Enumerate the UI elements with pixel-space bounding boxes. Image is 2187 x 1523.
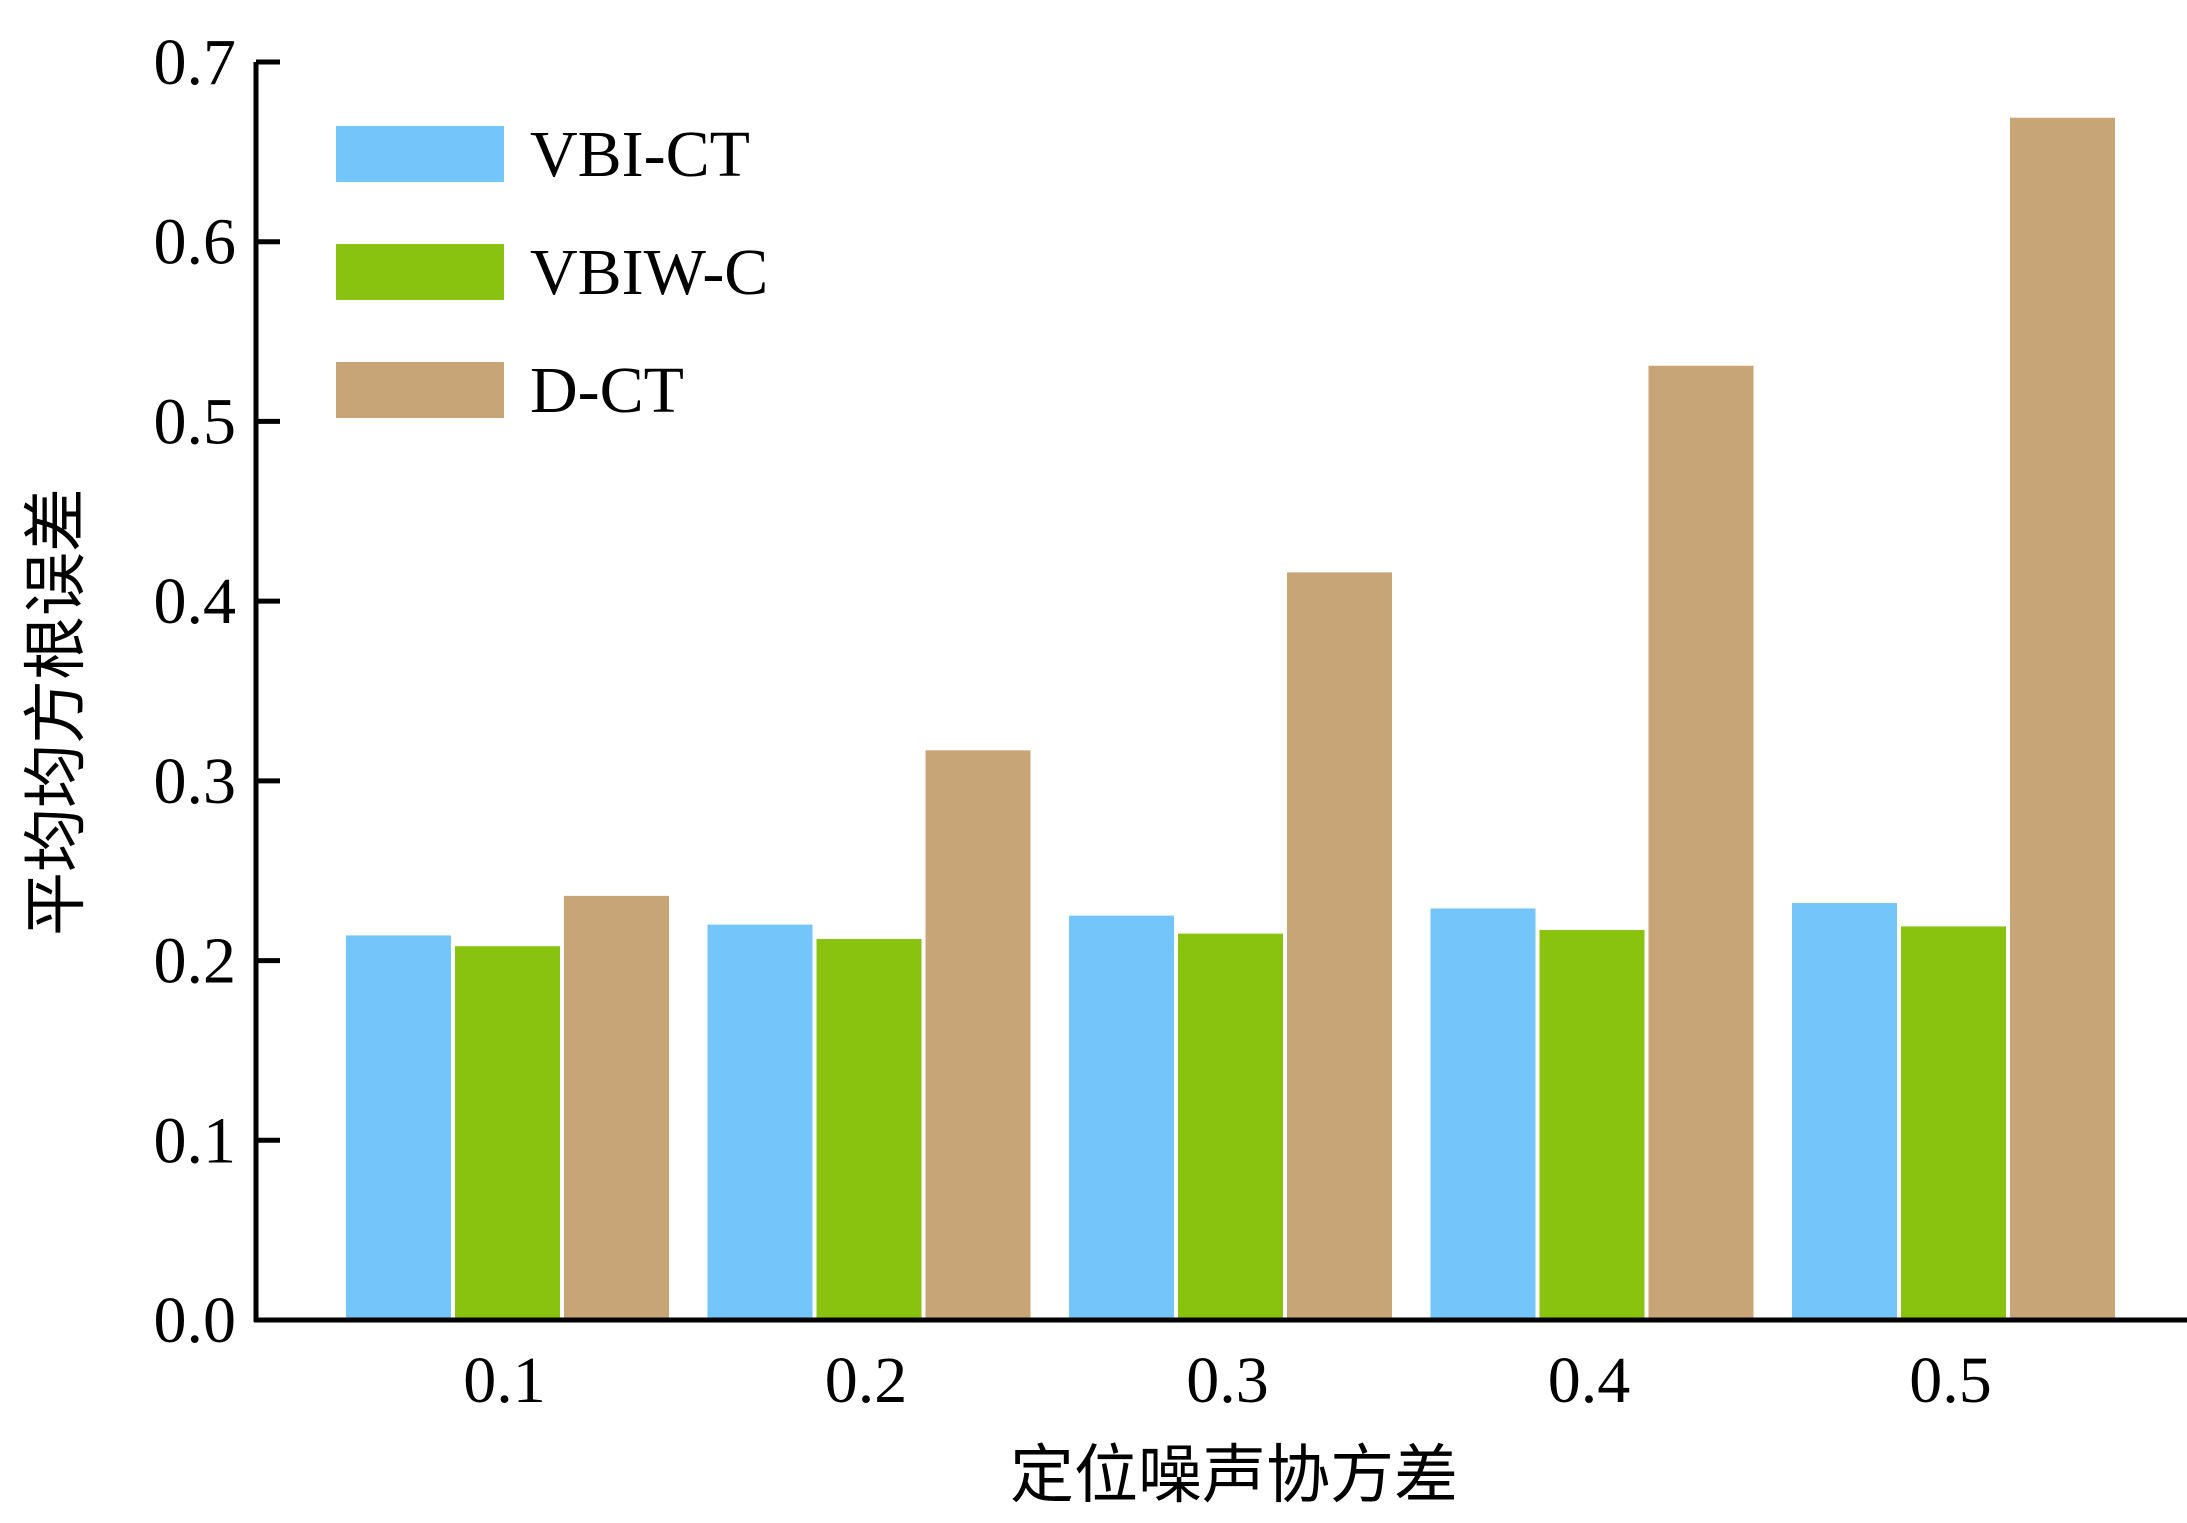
y-tick-label: 0.7 [154,26,237,99]
x-tick-label: 0.2 [825,1344,908,1417]
x-axis-title: 定位噪声协方差 [1010,1439,1458,1513]
legend-swatch-vbiw-c [336,244,504,300]
y-axis-ticks: 0.0 0.1 0.2 0.3 0.4 0.5 0.6 0.7 [154,26,280,1357]
bar-d-ct-0.1 [564,895,669,1320]
bar-d-ct-0.2 [925,750,1031,1320]
legend-label-vbiw-c: VBIW-C [530,236,768,309]
bars [346,117,2115,1320]
bar-vbiw-c-0.4 [1539,930,1645,1320]
y-tick-label: 0.2 [154,925,237,998]
bar-d-ct-0.4 [1648,365,1754,1320]
y-tick-label: 0.1 [154,1104,237,1177]
legend-swatch-vbi-ct [336,126,504,182]
bar-vbiw-c-0.5 [1901,926,2006,1320]
legend-label-vbi-ct: VBI-CT [530,118,750,191]
x-tick-label: 0.1 [463,1344,546,1417]
bar-vbi-ct-0.4 [1430,908,1536,1320]
bar-vbiw-c-0.3 [1178,933,1283,1320]
y-tick-label: 0.3 [154,745,237,818]
bar-d-ct-0.5 [2010,117,2115,1320]
legend: VBI-CT VBIW-C D-CT [336,118,768,427]
x-tick-label: 0.4 [1548,1344,1631,1417]
bar-vbi-ct-0.3 [1069,915,1174,1320]
bar-vbi-ct-0.1 [346,935,451,1320]
bar-vbiw-c-0.2 [816,939,922,1320]
y-tick-label: 0.0 [154,1284,237,1357]
bar-vbi-ct-0.2 [707,924,813,1320]
bar-vbiw-c-0.1 [455,946,560,1320]
y-tick-label: 0.4 [154,565,237,638]
bar-vbi-ct-0.5 [1792,903,1897,1320]
y-tick-label: 0.6 [154,206,237,279]
y-axis-title: 平均均方根误差 [20,488,94,936]
bar-d-ct-0.3 [1287,572,1392,1320]
legend-label-d-ct: D-CT [530,354,684,427]
y-tick-label: 0.5 [154,385,237,458]
legend-swatch-d-ct [336,362,504,418]
x-tick-label: 0.5 [1909,1344,1992,1417]
x-tick-label: 0.3 [1186,1344,1269,1417]
axes [253,62,2187,1323]
